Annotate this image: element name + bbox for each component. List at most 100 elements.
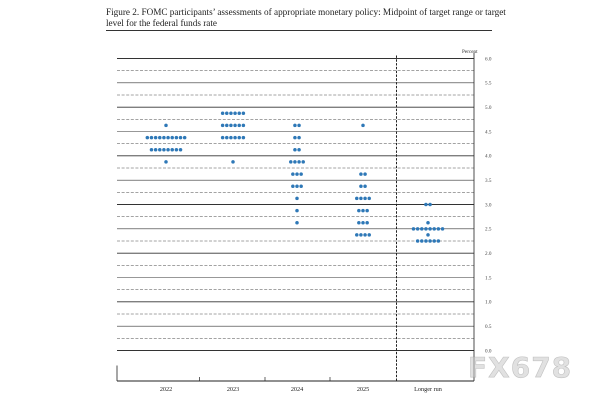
dot [420, 227, 424, 231]
title-rule [106, 30, 492, 31]
dot [225, 111, 229, 115]
dot [432, 227, 436, 231]
series-2024 [289, 123, 305, 225]
y-tick-label: 5.0 [485, 105, 492, 111]
dot [220, 135, 225, 140]
dot [424, 239, 428, 243]
dot [299, 172, 303, 176]
dot [231, 160, 235, 164]
y-tick-label: 2.5 [485, 227, 492, 233]
dot [420, 239, 424, 243]
dot [229, 123, 233, 128]
dot [241, 123, 246, 128]
dot [426, 221, 430, 225]
dot [225, 135, 229, 140]
dot [299, 184, 303, 188]
dot [153, 135, 158, 140]
dot [357, 221, 361, 225]
dot [297, 135, 301, 140]
dot [291, 172, 295, 176]
dot [357, 208, 361, 213]
dot [145, 135, 150, 140]
dot [297, 160, 301, 164]
dot [170, 135, 174, 140]
dot [178, 148, 183, 152]
x-category-label: 2024 [291, 386, 303, 393]
dot [424, 227, 428, 231]
y-tick-label: 4.0 [485, 154, 492, 160]
dot [162, 148, 166, 152]
y-tick-label: 6.0 [485, 56, 492, 62]
dot [436, 239, 441, 243]
dot [426, 233, 430, 237]
dot [225, 123, 229, 128]
dot [237, 135, 241, 140]
dot [415, 239, 420, 243]
dot [440, 227, 445, 231]
dot [359, 184, 363, 188]
y-tick-label: 2.0 [485, 251, 492, 257]
dot [233, 135, 237, 140]
dot [241, 135, 246, 140]
series-2025 [355, 123, 371, 237]
dot [220, 111, 225, 115]
plot-frame [116, 52, 475, 382]
dot [162, 135, 166, 140]
x-category-label: Longer run [414, 386, 442, 393]
series-longer-run [411, 202, 445, 243]
y-tick-label: 3.0 [485, 202, 492, 208]
dot [293, 135, 297, 140]
figure-title: Figure 2. FOMC participants’ assessments… [106, 7, 506, 28]
dot [174, 148, 179, 152]
dot [233, 111, 237, 115]
dot [289, 160, 293, 164]
dot [361, 123, 365, 128]
dot [297, 123, 301, 128]
dot [411, 227, 416, 231]
dot [363, 184, 367, 188]
dot [301, 160, 305, 164]
grid-lines [117, 58, 474, 351]
dot [428, 227, 432, 231]
dot [359, 233, 363, 237]
dot [220, 123, 225, 128]
y-tick-label: 0.0 [485, 348, 492, 354]
dot [182, 135, 187, 140]
y-tick-label: 5.5 [485, 81, 492, 87]
dot [293, 160, 297, 164]
dot [295, 184, 299, 188]
x-category-labels: 2022 2023 2024 2025 Longer run [160, 386, 442, 393]
y-unit-label: Percent [462, 49, 478, 55]
dot [166, 135, 170, 140]
dot [158, 135, 162, 140]
dot [361, 208, 365, 213]
y-tick-label: 1.5 [485, 275, 492, 281]
dot [149, 148, 154, 152]
series-2022 [145, 123, 187, 164]
dot [432, 239, 436, 243]
dot [365, 221, 369, 225]
dot [428, 239, 432, 243]
dot [428, 202, 432, 207]
dot [363, 172, 367, 176]
dot [158, 148, 162, 152]
dot [436, 227, 441, 231]
dot [149, 135, 154, 140]
dot [153, 148, 158, 152]
dot [359, 196, 363, 201]
dot [295, 172, 299, 176]
dot [237, 111, 241, 115]
series-2023 [220, 111, 246, 164]
dot [424, 202, 428, 207]
dot [295, 221, 299, 225]
dot [355, 233, 359, 237]
dot [367, 233, 371, 237]
dot [361, 221, 365, 225]
x-category-label: 2025 [357, 386, 369, 393]
dot [359, 172, 363, 176]
dot [363, 233, 367, 237]
dot [367, 196, 371, 201]
watermark-logo: FX678 [468, 351, 573, 385]
dot [174, 135, 179, 140]
